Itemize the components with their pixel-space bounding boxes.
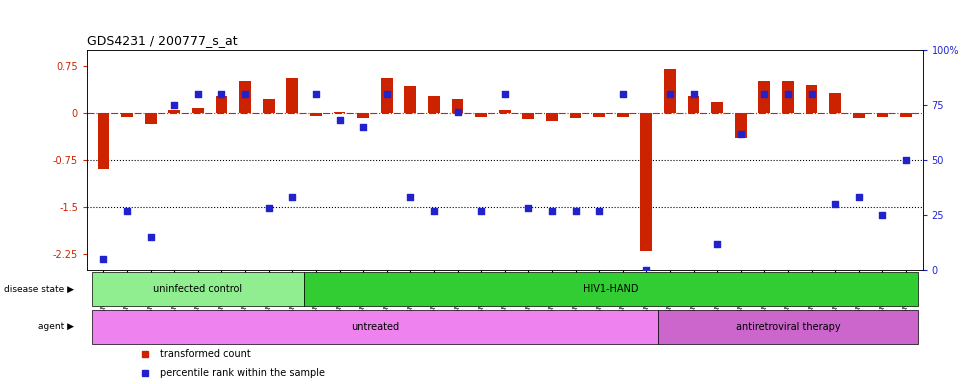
Point — [143, 234, 158, 240]
Point — [450, 109, 466, 115]
Bar — [688, 96, 699, 113]
Point — [615, 91, 631, 97]
Point — [756, 91, 772, 97]
Point — [166, 102, 182, 108]
Point — [261, 205, 276, 212]
Bar — [523, 113, 534, 119]
Text: antiretroviral therapy: antiretroviral therapy — [736, 322, 840, 332]
Point — [379, 91, 394, 97]
Bar — [617, 113, 629, 117]
Bar — [664, 69, 676, 113]
Bar — [192, 108, 204, 113]
Bar — [570, 113, 582, 118]
Point — [331, 117, 347, 123]
Bar — [658, 310, 918, 344]
Point — [426, 208, 441, 214]
Point — [733, 131, 749, 137]
Point — [874, 212, 890, 218]
Point — [709, 241, 724, 247]
Text: uninfected control: uninfected control — [154, 284, 242, 294]
Bar — [286, 78, 298, 113]
Bar — [381, 78, 392, 113]
Point — [851, 194, 867, 200]
Text: GDS4231 / 200777_s_at: GDS4231 / 200777_s_at — [87, 34, 238, 47]
Bar — [900, 113, 912, 117]
Bar — [304, 272, 918, 306]
Point — [497, 91, 512, 97]
Bar — [168, 110, 181, 113]
Text: agent ▶: agent ▶ — [39, 322, 74, 331]
Text: transformed count: transformed count — [160, 349, 251, 359]
Point — [568, 208, 583, 214]
Point — [120, 208, 135, 214]
Bar — [593, 113, 605, 117]
Point — [473, 208, 489, 214]
Bar — [215, 96, 227, 113]
Point — [686, 91, 701, 97]
Bar — [240, 81, 251, 113]
Bar — [357, 113, 369, 118]
Bar — [829, 93, 841, 113]
Bar — [92, 310, 658, 344]
Bar — [876, 113, 889, 117]
Point — [781, 91, 796, 97]
Bar — [405, 86, 416, 113]
Point — [804, 91, 819, 97]
Bar — [498, 110, 511, 113]
Point — [544, 208, 559, 214]
Bar — [546, 113, 557, 121]
Point — [639, 267, 654, 273]
Bar — [92, 272, 304, 306]
Bar — [145, 113, 156, 124]
Point — [828, 201, 843, 207]
Bar — [711, 101, 724, 113]
Point — [190, 91, 206, 97]
Bar — [333, 112, 346, 113]
Text: disease state ▶: disease state ▶ — [5, 285, 74, 293]
Bar — [98, 113, 109, 169]
Bar — [806, 84, 817, 113]
Text: untreated: untreated — [351, 322, 399, 332]
Text: percentile rank within the sample: percentile rank within the sample — [160, 368, 326, 378]
Point — [591, 208, 607, 214]
Bar — [121, 113, 133, 117]
Text: HIV1-HAND: HIV1-HAND — [583, 284, 639, 294]
Bar — [758, 81, 770, 113]
Bar — [782, 81, 794, 113]
Point — [898, 157, 914, 163]
Bar — [310, 113, 322, 116]
Point — [308, 91, 324, 97]
Point — [213, 91, 229, 97]
Bar — [853, 113, 865, 118]
Bar — [428, 96, 440, 113]
Point — [238, 91, 253, 97]
Point — [285, 194, 300, 200]
Bar — [452, 99, 464, 113]
Point — [96, 256, 111, 262]
Bar — [640, 113, 652, 251]
Point — [521, 205, 536, 212]
Bar — [735, 113, 747, 138]
Bar — [475, 113, 487, 117]
Bar — [263, 99, 274, 113]
Point — [355, 124, 371, 130]
Point — [403, 194, 418, 200]
Point — [663, 91, 678, 97]
